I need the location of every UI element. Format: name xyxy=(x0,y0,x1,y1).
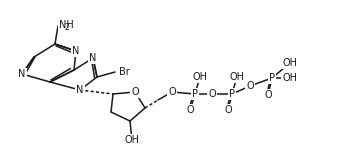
Text: N: N xyxy=(18,69,26,79)
Text: O: O xyxy=(246,81,254,91)
Text: N: N xyxy=(76,85,84,95)
Text: O: O xyxy=(264,90,272,100)
Text: P: P xyxy=(229,89,235,99)
Text: Br: Br xyxy=(119,67,130,77)
Text: O: O xyxy=(168,87,176,97)
Text: OH: OH xyxy=(229,72,245,82)
Text: N: N xyxy=(89,53,97,63)
Text: O: O xyxy=(186,105,194,115)
Text: N: N xyxy=(72,46,80,56)
Text: OH: OH xyxy=(192,72,208,82)
Text: O: O xyxy=(131,87,139,97)
Text: P: P xyxy=(269,73,275,83)
Text: NH: NH xyxy=(59,20,74,30)
Text: OH: OH xyxy=(282,58,298,68)
Text: P: P xyxy=(192,89,198,99)
Text: OH: OH xyxy=(125,135,139,145)
Text: O: O xyxy=(208,89,216,99)
Text: 2: 2 xyxy=(65,23,70,32)
Text: OH: OH xyxy=(282,73,298,83)
Text: O: O xyxy=(224,105,232,115)
